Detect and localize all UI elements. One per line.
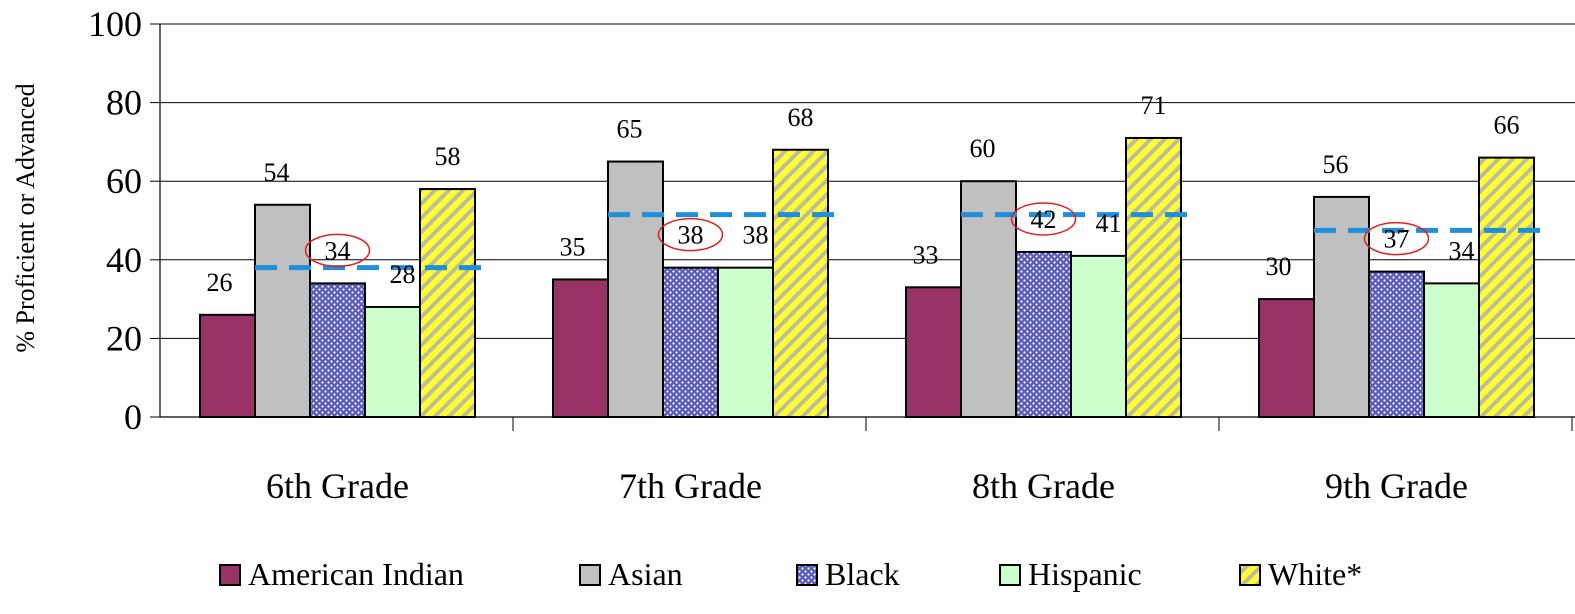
legend-swatch — [796, 564, 818, 586]
y-tick-label: 40 — [106, 240, 142, 280]
bar-hispanic — [1070, 254, 1127, 418]
legend-label: Asian — [608, 556, 683, 592]
x-category-label: 9th Grade — [1325, 466, 1468, 506]
legend: American Indian Asian Black Hispanic White* — [219, 556, 1362, 592]
data-label: 42 — [1031, 205, 1057, 234]
data-label: 71 — [1141, 91, 1167, 120]
x-category-label: 7th Grade — [619, 466, 762, 506]
data-label: 38 — [743, 221, 769, 250]
bar-black — [309, 282, 366, 418]
y-axis-title: % Proficient or Advanced — [11, 83, 40, 352]
data-label: 58 — [435, 142, 461, 171]
data-label: 41 — [1096, 209, 1122, 238]
data-label: 34 — [1449, 236, 1475, 265]
legend-swatch — [219, 564, 241, 586]
y-tick-label: 0 — [124, 397, 142, 437]
y-tick-label: 60 — [106, 161, 142, 201]
bar-white — [419, 188, 476, 418]
data-labels: 26 54 34 28 58 35 65 38 38 68 33 60 42 41 71 30 56 37 34 66 — [207, 91, 1520, 297]
bar-american-indian — [552, 278, 609, 419]
bar-asian — [960, 180, 1017, 418]
highlight-ellipse — [1363, 221, 1430, 256]
legend-label: White* — [1268, 556, 1362, 592]
bar-asian — [254, 203, 311, 418]
bar-asian — [1313, 195, 1370, 418]
legend-label: American Indian — [248, 556, 464, 592]
data-label: 35 — [560, 232, 586, 261]
data-label: 65 — [617, 115, 643, 144]
highlight-ellipse — [304, 233, 371, 268]
legend-swatch — [999, 564, 1021, 586]
data-label: 66 — [1494, 111, 1520, 140]
y-tick-label: 80 — [106, 83, 142, 123]
data-label: 34 — [325, 236, 351, 265]
y-tick-label: 20 — [106, 318, 142, 358]
legend-swatch — [579, 564, 601, 586]
bar-american-indian — [905, 286, 962, 418]
data-label: 28 — [390, 260, 416, 289]
data-label: 26 — [207, 268, 233, 297]
legend-label: Hispanic — [1028, 556, 1142, 592]
data-label: 56 — [1323, 150, 1349, 179]
x-category-label: 8th Grade — [972, 466, 1115, 506]
bar-white — [1478, 156, 1535, 418]
bar-black — [1015, 250, 1072, 418]
x-category-label: 6th Grade — [266, 466, 409, 506]
data-label: 33 — [913, 240, 939, 269]
data-label: 54 — [264, 158, 290, 187]
data-label: 30 — [1266, 252, 1292, 281]
bars — [199, 136, 1535, 419]
bar-black — [662, 266, 719, 418]
data-label: 37 — [1384, 225, 1410, 254]
y-tick-label: 100 — [88, 4, 142, 44]
bar-american-indian — [1258, 298, 1315, 419]
data-label: 60 — [970, 134, 996, 163]
bar-black — [1368, 270, 1425, 418]
bar-hispanic — [1423, 282, 1480, 418]
data-label: 38 — [678, 221, 704, 250]
legend-label: Black — [825, 556, 900, 592]
bar-hispanic — [717, 266, 774, 418]
data-label: 68 — [788, 103, 814, 132]
bar-asian — [607, 160, 664, 418]
highlight-ellipse — [657, 217, 724, 252]
bar-american-indian — [199, 313, 256, 419]
legend-swatch — [1239, 564, 1261, 586]
highlight-ellipse — [1010, 202, 1077, 236]
bar-hispanic — [364, 305, 421, 418]
bar-white — [772, 148, 829, 418]
bar-white — [1125, 136, 1182, 418]
